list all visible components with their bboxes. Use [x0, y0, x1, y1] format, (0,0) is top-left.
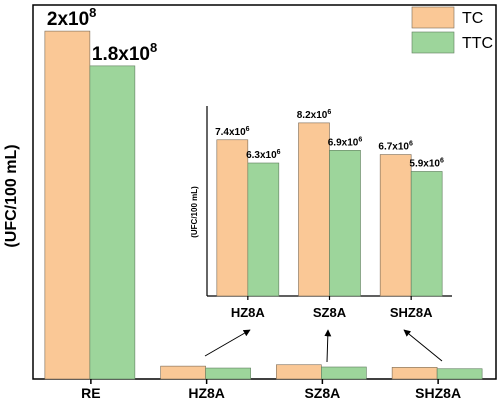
inset-x-tick-label: HZ8A: [231, 305, 266, 320]
inset-x-axis: HZ8A SZ8A SHZ8A: [231, 296, 433, 320]
pointer-arrow: [324, 329, 332, 363]
inset-bar-sz8a-tc: [298, 122, 330, 297]
inset-bar-sz8a-ttc: [329, 150, 361, 297]
main-bar-hz8a-ttc: [205, 367, 251, 380]
legend-swatch-ttc: [411, 31, 455, 54]
main-bar-shz8a-tc: [391, 367, 438, 380]
inset-pointer-arrows: [204, 329, 443, 363]
main-data-labels: 2x108 1.8x108: [47, 5, 157, 65]
main-x-tick-label: RE: [81, 385, 100, 401]
main-bars: [44, 30, 483, 380]
inset-x-tick-label: SHZ8A: [390, 305, 433, 320]
legend: TC TTC: [411, 6, 493, 54]
inset-data-label: 6.3x106: [246, 149, 281, 161]
inset-bar-hz8a-ttc: [247, 162, 280, 297]
inset-bars: [216, 122, 443, 297]
main-bar-sz8a-ttc: [321, 366, 367, 380]
main-data-label: 1.8x108: [92, 40, 157, 65]
main-bar-re-ttc: [89, 65, 136, 380]
pointer-arrow: [204, 329, 251, 357]
legend-swatch-tc: [411, 6, 455, 29]
main-x-axis: RE HZ8A SZ8A SHZ8A: [81, 379, 461, 401]
main-data-label: 2x108: [47, 5, 97, 30]
inset-bar-shz8a-ttc: [410, 171, 443, 297]
inset-data-label: 8.2x106: [297, 109, 332, 121]
pointer-arrow: [403, 329, 443, 362]
main-bar-sz8a-tc: [276, 364, 322, 380]
main-bar-hz8a-tc: [160, 365, 206, 380]
inset-y-axis-label: (UFC/100 mL): [190, 186, 199, 238]
inset-data-label: 7.4x106: [215, 126, 250, 138]
main-x-tick-label: SZ8A: [304, 385, 340, 401]
main-plot-border: [32, 4, 497, 380]
inset-data-label: 6.7x106: [378, 141, 413, 153]
inset-bar-hz8a-tc: [216, 139, 249, 297]
legend-label-ttc: TTC: [462, 35, 493, 52]
inset-data-label: 6.9x106: [328, 136, 363, 148]
inset-data-labels: 7.4x106 6.3x106 8.2x106 6.9x106 6.7x106 5.9x1…: [215, 109, 444, 170]
inset-x-tick-label: SZ8A: [313, 305, 347, 320]
main-x-tick-label: SHZ8A: [415, 385, 461, 401]
main-bar-shz8a-ttc: [436, 368, 483, 380]
main-x-tick-label: HZ8A: [188, 385, 225, 401]
inset-bar-shz8a-tc: [379, 154, 412, 297]
main-y-axis-label: (UFC/100 mL): [3, 144, 20, 247]
main-bar-re-tc: [44, 30, 91, 380]
inset-data-label: 5.9x106: [409, 157, 444, 169]
legend-label-tc: TC: [462, 10, 483, 27]
main-plot-frame: [32, 4, 497, 380]
